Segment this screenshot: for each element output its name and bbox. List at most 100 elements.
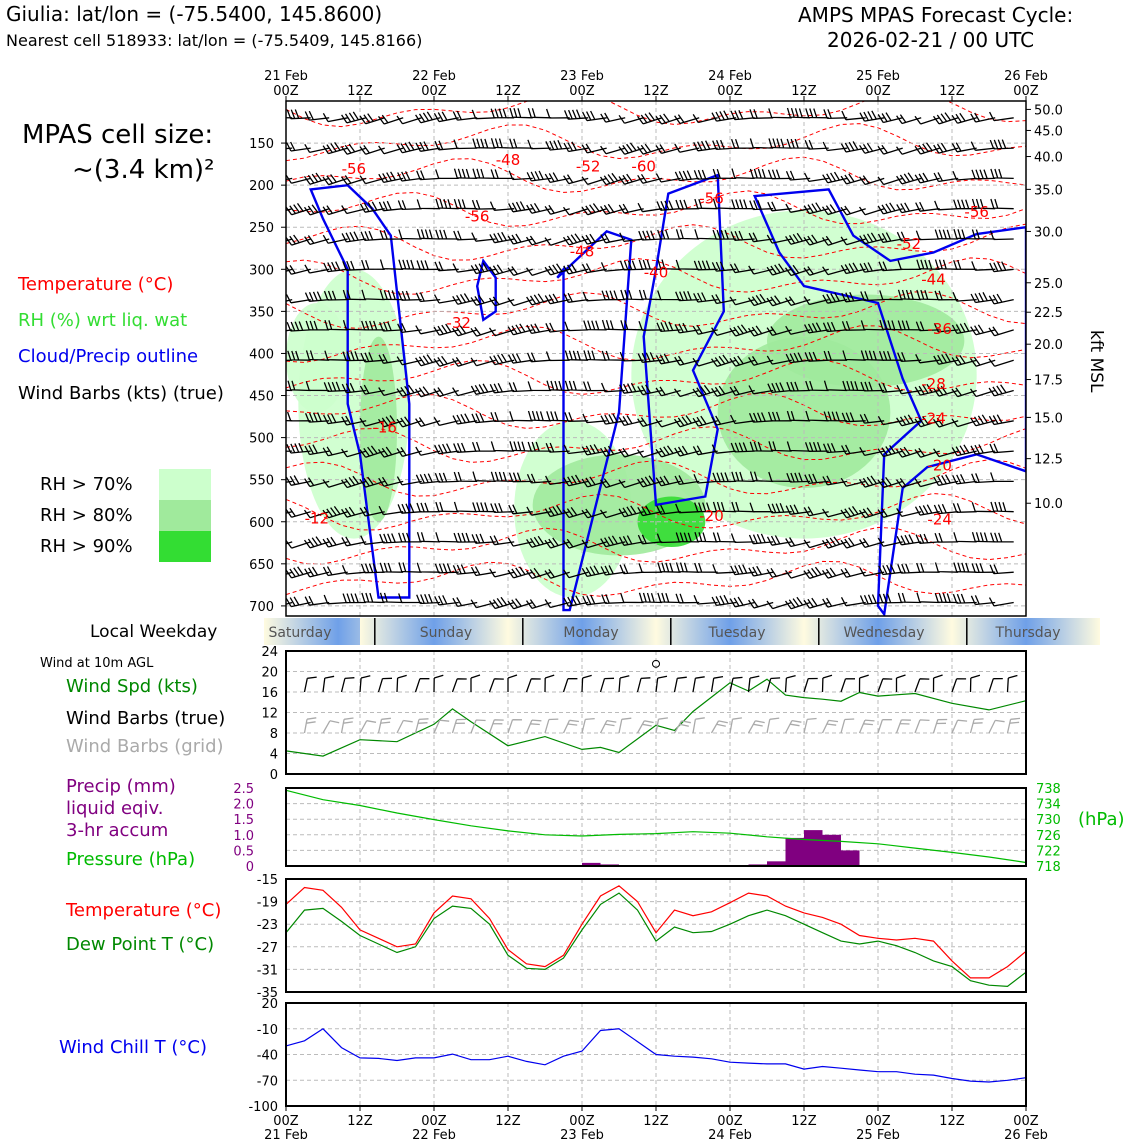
wind-barb — [361, 289, 385, 301]
wind-barb — [416, 562, 441, 573]
wind-barb — [933, 172, 959, 183]
bottom-date-label: 23 Feb — [560, 1128, 604, 1140]
wind-barb — [564, 412, 589, 422]
legend-rh: RH (%) wrt liq. wat — [18, 310, 188, 331]
wind-barb — [859, 262, 885, 273]
wind-barb — [527, 410, 552, 422]
wind-barb — [822, 171, 848, 184]
wind-barb — [711, 444, 737, 454]
height-tick-label: 35.0 — [1034, 183, 1063, 198]
wind-barb — [804, 441, 829, 452]
wind-barb — [657, 290, 681, 301]
wind-barb — [618, 173, 644, 185]
wind-barb — [581, 203, 607, 216]
wind-barb — [472, 168, 496, 180]
surface-wind-barb — [525, 678, 541, 693]
wind-barb — [416, 502, 441, 513]
wind-barb — [453, 230, 478, 241]
wind-barb — [489, 353, 515, 366]
pressure-tick-label: 718 — [1036, 860, 1061, 875]
wind-barb — [340, 475, 367, 489]
wind-barb — [766, 600, 792, 610]
height-tick-label: 12.5 — [1034, 453, 1063, 468]
grid-wind-barb — [414, 718, 429, 734]
wind-barb — [563, 595, 589, 607]
wind-barb — [748, 385, 774, 395]
wind-barb — [822, 321, 848, 333]
wind-barb — [453, 168, 478, 180]
wind-barb — [544, 237, 570, 246]
wind-barb — [990, 198, 1014, 210]
wind-barb — [674, 355, 700, 366]
wind-barb — [544, 293, 570, 305]
grid-wind-barb — [840, 718, 855, 734]
wind-barb — [840, 596, 866, 607]
wind-barb — [286, 109, 311, 120]
wind-at-label: Wind at 10m AGL — [40, 656, 154, 671]
grid-wind-barb — [599, 719, 617, 734]
bottom-date-label: 24 Feb — [708, 1128, 752, 1140]
wind-barb — [823, 411, 848, 422]
wind-barb — [379, 562, 404, 573]
top-date-label: 24 Feb — [708, 69, 752, 84]
surface-wind-barb — [377, 677, 393, 693]
grid-wind-barb — [618, 717, 632, 734]
wind-barb — [990, 472, 1014, 483]
wind-panel-tick-label: 20 — [261, 666, 278, 681]
cell-size-value: ~(3.4 km)² — [72, 155, 215, 185]
pressure-tick-label: 400 — [249, 347, 274, 362]
wind-barb — [747, 325, 774, 337]
wind-barb — [694, 532, 718, 543]
grid-wind-barb — [784, 719, 802, 734]
wind-barb — [472, 138, 496, 149]
wind-barb — [694, 502, 718, 513]
pressure-tick-label: 738 — [1036, 782, 1061, 797]
wind-barb — [600, 203, 626, 215]
wind-barb — [877, 202, 903, 215]
wind-barb — [323, 381, 348, 392]
wind-barb — [693, 140, 718, 152]
wind-barb — [322, 446, 348, 457]
wind-barb — [397, 290, 422, 301]
wind-barb — [804, 139, 829, 150]
wind-barb — [396, 476, 422, 486]
wind-barb — [711, 594, 737, 607]
surface-wind-barb — [396, 674, 407, 693]
wind-barb — [710, 354, 737, 368]
wind-barb — [953, 259, 977, 270]
wind-barb — [286, 442, 311, 454]
wind-barb — [712, 532, 737, 543]
surface-wind-barb — [969, 674, 981, 693]
wind-barb — [933, 142, 959, 154]
nearest-cell: Nearest cell 518933: lat/lon = (-75.5409… — [6, 31, 423, 50]
wind-barb — [416, 199, 441, 210]
grid-wind-barb — [655, 717, 668, 734]
wind-barb — [415, 141, 441, 152]
wind-barb — [840, 537, 866, 549]
weekday-band — [360, 618, 508, 645]
wind-barb — [933, 385, 959, 397]
height-tick-label: 50.0 — [1034, 103, 1063, 118]
isotherm-contour — [286, 223, 1026, 261]
wind-barb — [286, 596, 311, 608]
isotherm-contour — [286, 325, 1026, 363]
surface-wind-barb — [655, 675, 668, 693]
grid-wind-barb — [729, 717, 742, 734]
precip-label-2: liquid eqiv. — [66, 798, 164, 819]
wind-barb — [693, 473, 718, 484]
wind-barb — [971, 261, 996, 271]
pressure-tick-label: 500 — [249, 432, 274, 447]
wind-barb — [433, 294, 459, 304]
wind-barb — [286, 321, 311, 332]
wind-barb — [472, 502, 496, 513]
wind-panel-tick-label: 8 — [270, 727, 278, 742]
wind-barb — [675, 199, 700, 210]
wind-barb — [563, 141, 589, 153]
wind-barb — [988, 414, 1014, 426]
wind-barb — [360, 535, 385, 545]
wind-barb — [323, 413, 348, 425]
pressure-tick-label: 250 — [249, 221, 274, 236]
bottom-date-label: 25 Feb — [856, 1128, 900, 1140]
grid-wind-barb — [303, 717, 317, 734]
wind-barb — [322, 142, 348, 155]
